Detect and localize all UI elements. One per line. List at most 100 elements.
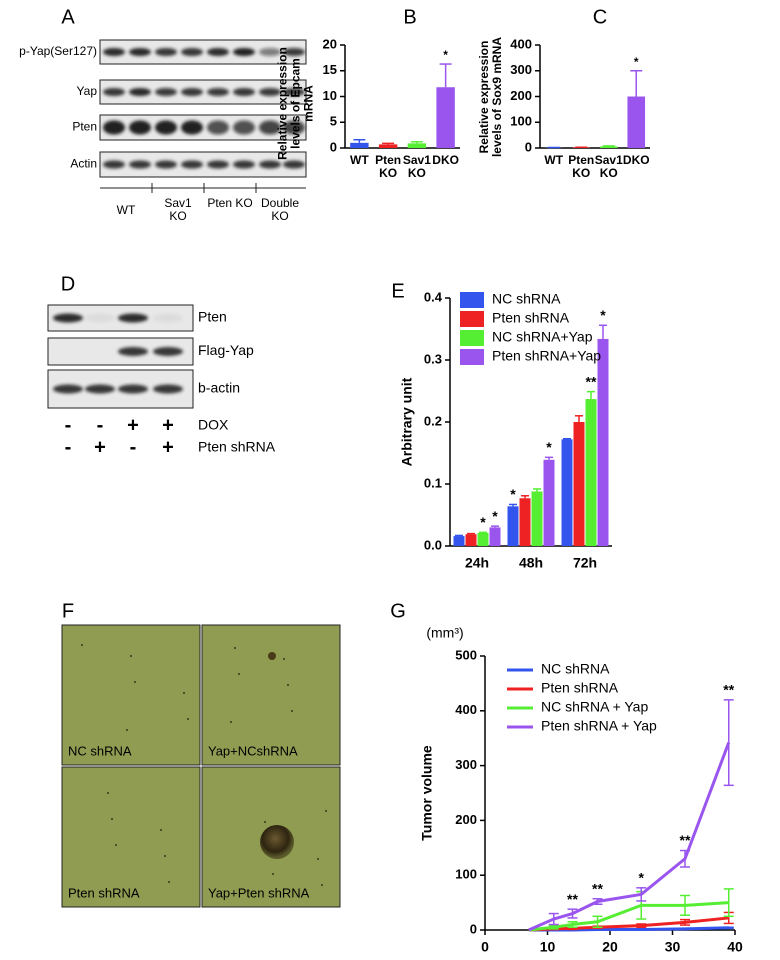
bar [543, 459, 555, 546]
x-tick-label: DKO [622, 153, 650, 167]
blot-group-label: Sav1 KO [164, 196, 192, 223]
blot-band [85, 313, 115, 323]
blot-group-label: Double KO [260, 196, 300, 223]
blot-band [103, 88, 125, 96]
x-tick-label: Sav1 KO [402, 153, 431, 180]
bar [531, 491, 543, 546]
panel-label: E [391, 280, 404, 302]
bar [507, 506, 519, 546]
blot-band [233, 160, 255, 169]
micrograph [61, 624, 201, 766]
significance: ** [680, 832, 691, 848]
debris [111, 818, 113, 820]
x-tick-label: WT [544, 153, 564, 167]
y-tick-label: 0.2 [424, 413, 442, 428]
blot-band [103, 120, 125, 135]
blot-band [181, 120, 203, 135]
x-tick-label: Pten KO [568, 153, 595, 180]
significance: * [480, 514, 486, 530]
blot-band [259, 160, 281, 169]
x-tick-label: 40 [727, 939, 743, 955]
y-tick-label: 0 [470, 921, 477, 936]
spheroid [260, 825, 294, 859]
debris [272, 873, 274, 875]
x-tick-label: Sav1 KO [594, 153, 623, 180]
bar [597, 338, 609, 546]
legend-label: Pten shRNA + Yap [541, 718, 657, 734]
blot-group-label: WT [116, 203, 136, 217]
micrograph [61, 766, 201, 908]
panel-label: B [403, 6, 416, 28]
blot-band [153, 384, 183, 394]
bar [350, 142, 369, 148]
x-tick-label: Pten KO [375, 153, 402, 180]
y-tick-label: 400 [455, 702, 477, 717]
legend-swatch [460, 292, 484, 308]
legend-label: NC shRNA [492, 291, 561, 307]
significance: * [510, 486, 516, 502]
blot-band [118, 313, 148, 323]
micrograph-label: Pten shRNA [68, 885, 140, 900]
legend-label: Pten shRNA+Yap [492, 348, 601, 364]
x-tick-label: 24h [465, 555, 489, 571]
blot-row-label: p-Yap(Ser127) [19, 44, 97, 58]
blot-band [181, 160, 203, 169]
y-tick-label: 0.4 [424, 289, 443, 304]
debris [317, 858, 319, 860]
x-tick-label: 72h [573, 555, 597, 571]
y-tick-label: 0 [330, 139, 337, 154]
y-axis-title: Relative expression levels of Epcam mRNA [275, 46, 316, 160]
debris [130, 655, 132, 657]
blot-sign: - [65, 414, 72, 436]
blot-row-label: Pten [72, 120, 97, 134]
blot-sign: - [97, 414, 104, 436]
micrograph [201, 624, 341, 766]
legend-label: NC shRNA + Yap [541, 699, 648, 715]
debris [168, 881, 170, 883]
blot-sign: + [162, 436, 174, 458]
significance: ** [567, 891, 578, 907]
y-tick-label: 0.3 [424, 351, 442, 366]
significance: * [492, 508, 498, 524]
debris [230, 721, 232, 723]
significance: * [443, 48, 448, 62]
bar [407, 143, 427, 148]
y-unit: (mm³) [426, 625, 463, 641]
debris [283, 658, 285, 660]
y-tick-label: 500 [455, 647, 477, 662]
y-tick-label: 0.0 [424, 537, 442, 552]
blot-band [283, 48, 305, 56]
blot-band [259, 48, 281, 56]
x-tick-label: 0 [481, 939, 489, 955]
bar [436, 87, 455, 148]
significance: * [634, 55, 639, 69]
blot-band [259, 88, 281, 96]
debris [126, 729, 128, 731]
debris [183, 692, 185, 694]
blot-row-label: Actin [70, 157, 97, 171]
y-tick-label: 5 [330, 114, 337, 129]
bar [561, 439, 573, 546]
y-axis-title: Arbitrary unit [399, 377, 415, 466]
y-axis-title: Tumor volume [419, 745, 435, 841]
blot-row-label: Flag-Yap [198, 342, 254, 358]
legend-label: Pten shRNA [541, 680, 619, 696]
debris [134, 681, 136, 683]
blot-band [207, 48, 229, 56]
debris [264, 821, 266, 823]
blot-sign: - [65, 436, 72, 458]
significance: * [546, 439, 552, 455]
blot-band [85, 384, 115, 394]
blot-band [129, 48, 151, 56]
blot-band [283, 120, 305, 135]
blot-band [283, 88, 305, 96]
blot-band [207, 120, 229, 135]
significance: ** [586, 373, 597, 389]
blot-band [85, 347, 115, 356]
y-tick-label: 20 [323, 36, 337, 51]
bar [573, 422, 585, 546]
blot-band [155, 88, 177, 96]
blot-sign: + [94, 436, 106, 458]
